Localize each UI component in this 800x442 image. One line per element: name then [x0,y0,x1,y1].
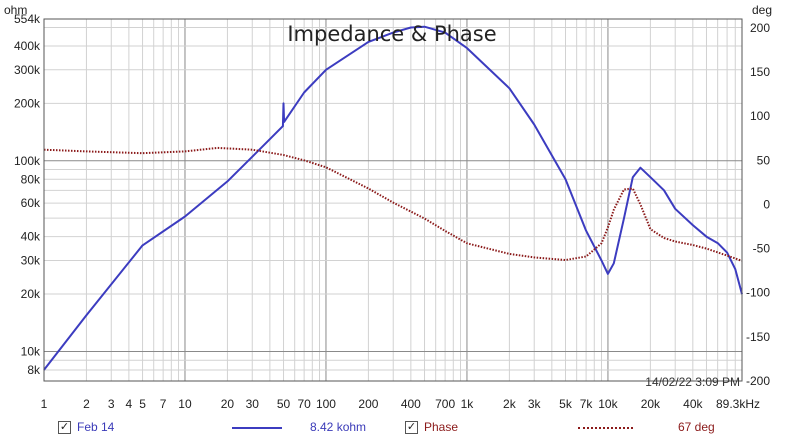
y-right-tick-label: 0 [763,197,770,211]
x-tick-label: 20k [641,397,661,411]
legend-swatch-impedance [232,427,282,429]
y-right-tick-label: 150 [750,65,770,79]
impedance-series-line [43,25,743,371]
x-tick-label: 89.3kHz [716,397,760,411]
y-left-tick-label: 100k [14,154,41,168]
x-tick-label: 1k [461,397,475,411]
x-tick-label: 400 [401,397,421,411]
x-tick-label: 2 [83,397,90,411]
y-left-tick-label: 20k [21,287,41,301]
y-left-tick-label: 200k [14,96,41,110]
y-left-axis-ticks: 554k 400k 300k 200k 100k 80k 60k 40k 30k 20k 10k 8k [14,12,41,377]
y-right-tick-label: -150 [746,330,770,344]
phase-series-line [43,146,743,262]
x-tick-label: 50 [277,397,291,411]
phase-cursor-value: 67 deg [678,420,715,434]
plot-frame [43,18,743,382]
x-tick-label: 30 [246,397,260,411]
x-tick-label: 7k [580,397,594,411]
y-right-tick-label: 50 [757,153,771,167]
impedance-phase-chart: 1 2 3 4 5 7 10 20 30 50 70 100 200 400 700 1k 2k 3k 5k 7k 10… [4,3,772,411]
y-right-tick-label: -50 [753,242,771,256]
y-left-tick-label: 80k [21,172,41,186]
y-right-tick-label: 200 [750,21,770,35]
y-left-tick-label: 60k [21,196,41,210]
legend-value-impedance: 8.42 kohm [310,420,366,434]
x-tick-label: 10k [598,397,618,411]
legend: ✓ Feb 14 8.42 kohm ✓ Phase 67 deg [0,416,800,440]
x-axis-ticks: 1 2 3 4 5 7 10 20 30 50 70 100 200 400 700 1k 2k 3k 5k 7k 10… [41,397,760,411]
y-left-tick-label: 40k [21,230,41,244]
y-right-tick-label: -200 [746,374,770,388]
legend-label-feb14: Feb 14 [77,420,115,434]
impedance-cursor-value: 8.42 kohm [310,420,367,434]
series-group [43,25,743,371]
y-left-tick-label: 554k [14,12,41,26]
y-right-axis-ticks: 200 150 100 50 0 -50 -100 -150 -200 [746,21,770,388]
grid [43,19,742,382]
x-tick-label: 200 [358,397,378,411]
y-left-tick-label: 300k [14,63,41,77]
legend-value-phase: 67 deg [678,420,715,434]
x-tick-label: 700 [435,397,455,411]
checkbox-feb14[interactable]: ✓ [58,420,71,434]
x-tick-label: 3k [528,397,542,411]
legend-item-feb14[interactable]: ✓ Feb 14 [58,420,114,434]
x-tick-label: 40k [683,397,703,411]
x-tick-label: 20 [221,397,235,411]
x-tick-label: 7 [160,397,167,411]
y-right-unit-label: deg [752,3,772,17]
y-left-tick-label: 30k [21,253,41,267]
y-left-unit-label: ohm [4,3,27,17]
legend-item-phase[interactable]: ✓ Phase [405,420,458,434]
x-tick-label: 70 [297,397,311,411]
legend-label-phase: Phase [424,420,459,434]
x-tick-label: 5 [139,397,146,411]
x-tick-label: 5k [559,397,573,411]
x-tick-label: 3 [108,397,115,411]
x-tick-label: 10 [178,397,192,411]
x-tick-label: 1 [41,397,48,411]
chart-title: Impedance & Phase [287,22,496,46]
y-right-tick-label: -100 [746,286,770,300]
x-tick-label: 4 [126,397,133,411]
y-left-tick-label: 400k [14,39,41,53]
x-tick-label: 100 [316,397,336,411]
checkbox-phase[interactable]: ✓ [405,420,418,434]
x-tick-label: 2k [503,397,517,411]
y-left-tick-label: 10k [21,344,41,358]
timestamp: 14/02/22 3:09 PM [645,375,740,389]
y-left-tick-label: 8k [27,363,41,377]
y-right-tick-label: 100 [750,109,770,123]
legend-swatch-phase [578,427,633,429]
